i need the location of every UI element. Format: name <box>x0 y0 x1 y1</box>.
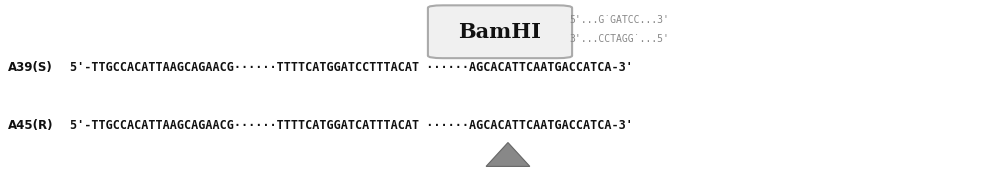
Text: A39(S): A39(S) <box>8 61 52 74</box>
Text: 5'...ĠGATCC...3': 5'...ĠGATCC...3' <box>569 15 669 25</box>
FancyBboxPatch shape <box>428 5 572 58</box>
Text: BamHI: BamHI <box>458 22 542 42</box>
Text: A45(R): A45(R) <box>8 119 53 132</box>
Text: 3'...CCTAGĠ...5': 3'...CCTAGĠ...5' <box>569 34 669 44</box>
Text: 5'-TTGCCACATTAAGCAGAACG······TTTTCATGGATCATTTACAT ······AGCACATTCAATGACCATCA-3': 5'-TTGCCACATTAAGCAGAACG······TTTTCATGGAT… <box>70 119 633 132</box>
Polygon shape <box>486 143 530 166</box>
Text: 5'-TTGCCACATTAAGCAGAACG······TTTTCATGGATCCTTTACAT ······AGCACATTCAATGACCATCA-3': 5'-TTGCCACATTAAGCAGAACG······TTTTCATGGAT… <box>70 61 633 74</box>
